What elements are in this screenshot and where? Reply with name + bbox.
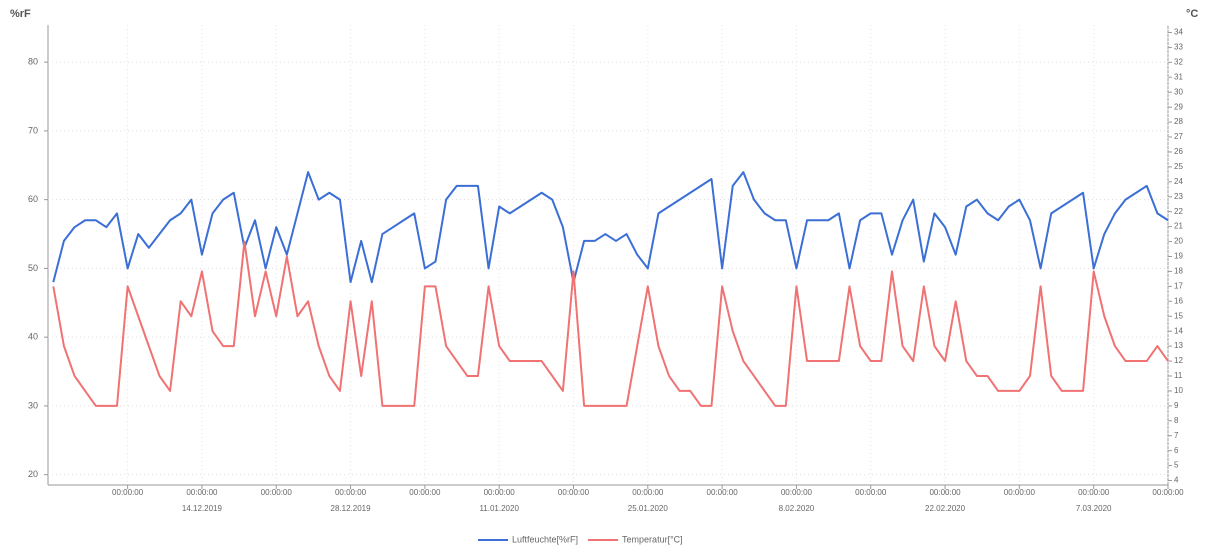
y2-tick-label: 26 [1174, 147, 1183, 156]
y2-tick-label: 32 [1174, 57, 1183, 66]
y2-tick-label: 9 [1174, 401, 1179, 410]
y2-tick-label: 24 [1174, 177, 1183, 186]
y2-tick-label: 33 [1174, 43, 1183, 52]
y2-tick-label: 18 [1174, 267, 1183, 276]
y2-tick-label: 21 [1174, 222, 1183, 231]
y2-tick-label: 34 [1174, 28, 1183, 37]
y2-tick-label: 23 [1174, 192, 1183, 201]
x-date-label: 22.02.2020 [925, 504, 966, 513]
x-tick-label: 00:00:00 [855, 488, 887, 497]
x-tick-label: 00:00:00 [632, 488, 664, 497]
x-tick-label: 00:00:00 [484, 488, 516, 497]
x-date-label: 7.03.2020 [1076, 504, 1112, 513]
y2-tick-label: 16 [1174, 296, 1183, 305]
y2-tick-label: 30 [1174, 87, 1183, 96]
y-axis-label: %rF [10, 8, 31, 20]
y2-tick-label: 20 [1174, 237, 1183, 246]
x-tick-label: 00:00:00 [558, 488, 590, 497]
x-date-label: 25.01.2020 [628, 504, 669, 513]
y-tick-label: 50 [28, 263, 38, 273]
y2-tick-label: 29 [1174, 102, 1183, 111]
y2-tick-label: 7 [1174, 431, 1179, 440]
x-date-label: 14.12.2019 [182, 504, 223, 513]
x-tick-label: 00:00:00 [335, 488, 367, 497]
y2-tick-label: 13 [1174, 341, 1183, 350]
y2-tick-label: 10 [1174, 386, 1183, 395]
x-tick-label: 00:00:00 [707, 488, 739, 497]
x-tick-label: 00:00:00 [409, 488, 441, 497]
y2-tick-label: 27 [1174, 132, 1183, 141]
y2-tick-label: 6 [1174, 446, 1179, 455]
x-tick-label: 00:00:00 [1004, 488, 1036, 497]
y2-tick-label: 8 [1174, 416, 1179, 425]
y2-tick-label: 11 [1174, 371, 1183, 380]
y-tick-label: 30 [28, 400, 38, 410]
y2-tick-label: 17 [1174, 281, 1183, 290]
y-tick-label: 40 [28, 332, 38, 342]
y-tick-label: 70 [28, 125, 38, 135]
data-line [52, 171, 1169, 284]
x-tick-label: 00:00:00 [929, 488, 961, 497]
y-tick-label: 20 [28, 469, 38, 479]
y-tick-label: 60 [28, 194, 38, 204]
y2-tick-label: 4 [1174, 476, 1179, 485]
y2-tick-label: 25 [1174, 162, 1183, 171]
legend-label: Luftfeuchte[%rF] [512, 534, 578, 544]
y2-tick-label: 5 [1174, 461, 1179, 470]
data-line [52, 240, 1169, 407]
x-date-label: 11.01.2020 [479, 504, 519, 513]
legend-label: Temperatur[°C] [622, 534, 683, 544]
y2-tick-label: 31 [1174, 72, 1183, 81]
x-tick-label: 00:00:00 [261, 488, 293, 497]
y2-axis-label: °C [1186, 8, 1198, 20]
x-tick-label: 00:00:00 [781, 488, 813, 497]
y2-tick-label: 19 [1174, 252, 1183, 261]
y2-tick-label: 14 [1174, 326, 1183, 335]
x-tick-label: 00:00:00 [186, 488, 218, 497]
x-date-label: 28.12.2019 [331, 504, 372, 513]
x-date-label: 8.02.2020 [779, 504, 815, 513]
x-tick-label: 00:00:00 [112, 488, 144, 497]
x-tick-label: 00:00:00 [1078, 488, 1110, 497]
y2-tick-label: 12 [1174, 356, 1183, 365]
y-tick-label: 80 [28, 57, 38, 67]
x-tick-label: 00:00:00 [1152, 488, 1184, 497]
y2-tick-label: 28 [1174, 117, 1183, 126]
y2-tick-label: 22 [1174, 207, 1183, 216]
y2-tick-label: 15 [1174, 311, 1183, 320]
